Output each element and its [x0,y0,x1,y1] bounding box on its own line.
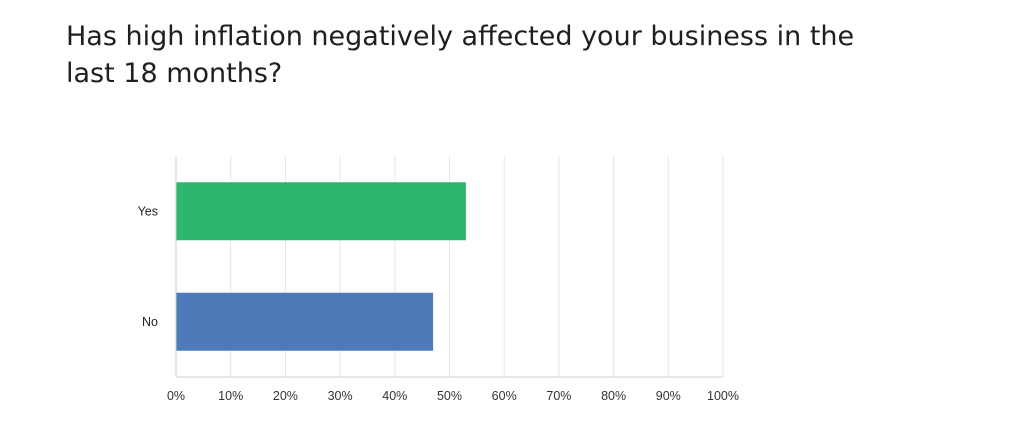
chart-title: Has high inflation negatively affected y… [66,21,855,89]
x-tick-label: 50% [437,389,462,403]
x-tick-label: 0% [167,389,185,403]
bars [176,182,466,351]
category-label: Yes [138,204,158,218]
x-tick-label: 60% [492,389,517,403]
x-tick-label: 10% [218,389,243,403]
x-tick-label: 40% [382,389,407,403]
labels: 0% 10% 20% 30% 40% 50% 60% 70% 80% 90% 100% Yes No [138,204,739,403]
category-label: No [142,315,158,329]
x-tick-label: 100% [707,389,739,403]
axes [175,156,723,378]
x-tick-label: 80% [601,389,626,403]
x-tick-label: 30% [328,389,353,403]
x-tick-label: 20% [273,389,298,403]
x-tick-label: 70% [546,389,571,403]
x-tick-label: 90% [656,389,681,403]
bar-yes [176,182,466,241]
bar-no [176,292,434,351]
